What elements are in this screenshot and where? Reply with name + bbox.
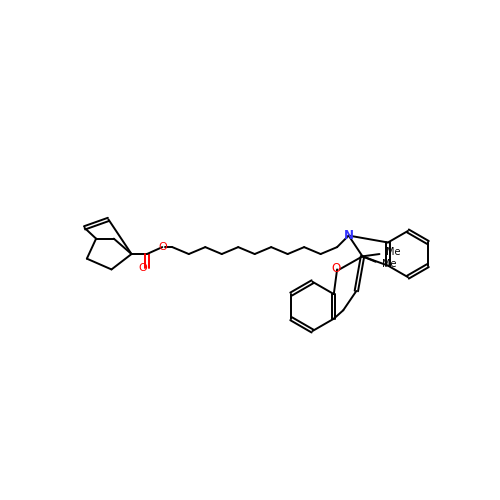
Text: O: O bbox=[332, 262, 341, 275]
Text: Me: Me bbox=[382, 259, 396, 269]
Text: N: N bbox=[344, 229, 353, 242]
Text: O: O bbox=[138, 263, 146, 273]
Text: Me: Me bbox=[386, 246, 400, 256]
Text: O: O bbox=[158, 242, 166, 252]
